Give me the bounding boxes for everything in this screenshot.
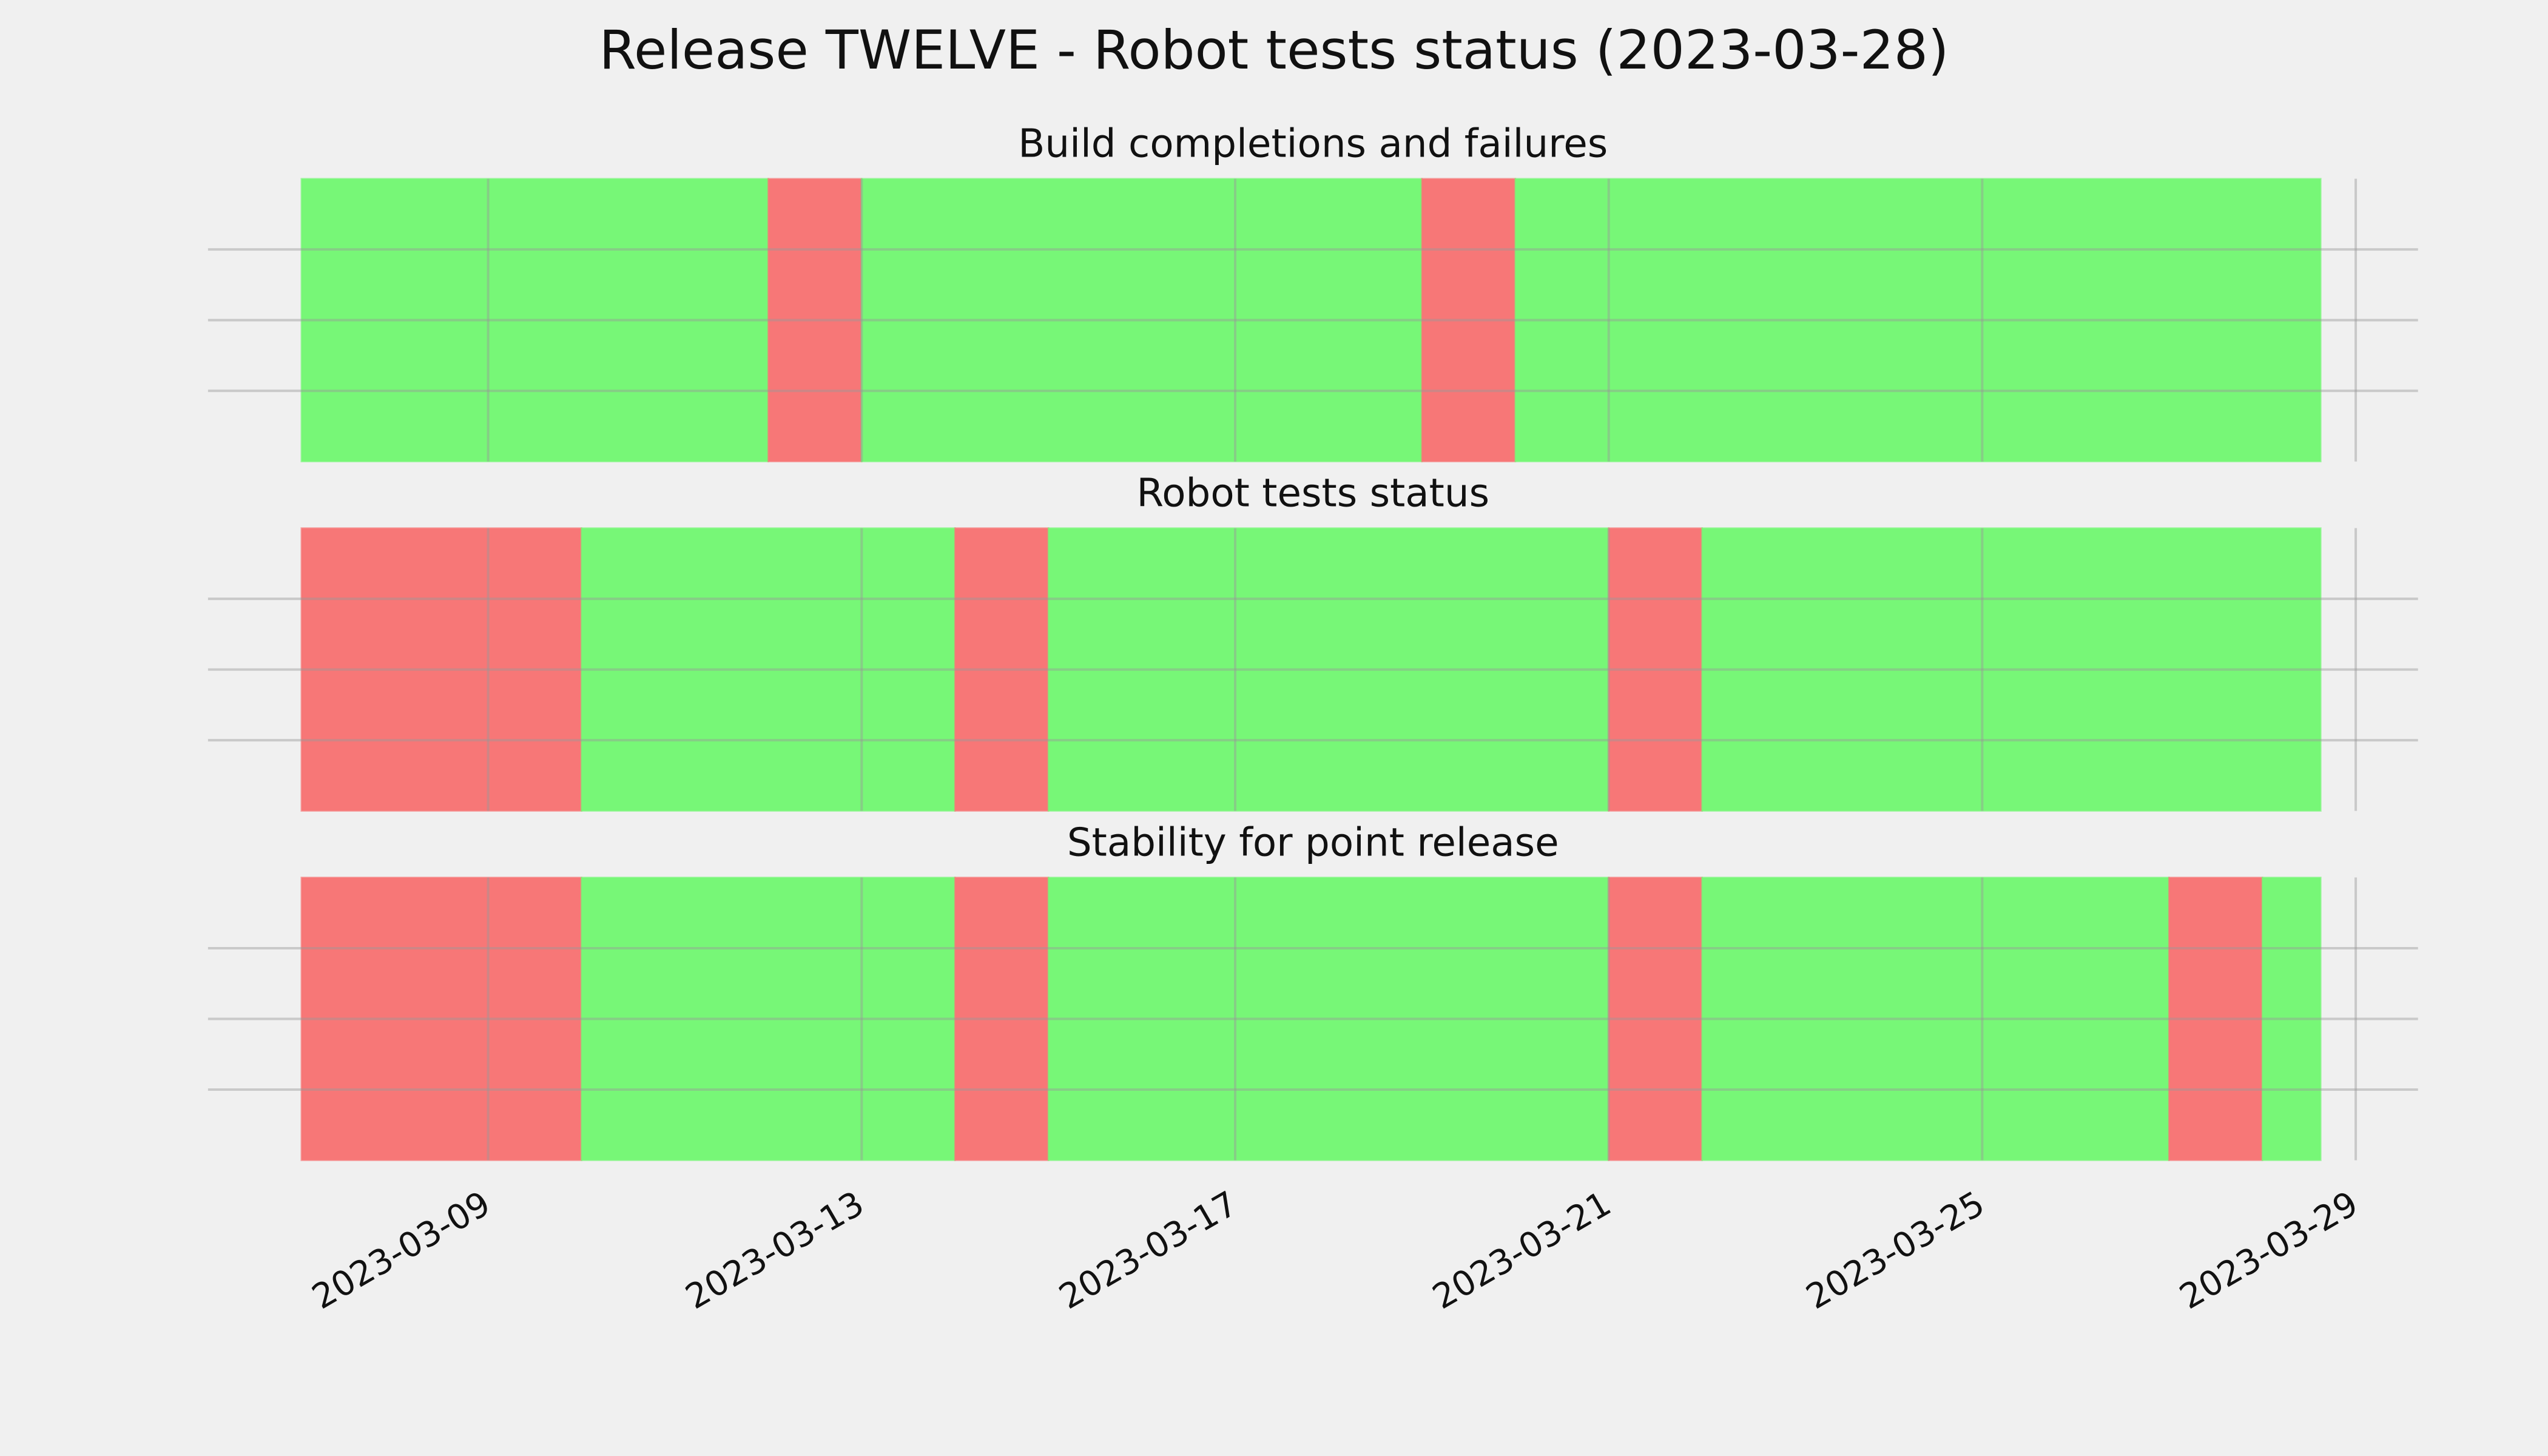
subplot-title: Stability for point release xyxy=(1067,820,1559,865)
status-span xyxy=(300,178,769,463)
status-span xyxy=(300,877,582,1161)
status-span xyxy=(1608,877,1703,1161)
status-span xyxy=(1047,877,1610,1161)
status-span xyxy=(581,877,956,1161)
status-span xyxy=(300,527,582,812)
status-span xyxy=(1701,877,2170,1161)
status-span xyxy=(1701,527,2322,812)
status-span xyxy=(954,527,1050,812)
status-span xyxy=(1047,527,1610,812)
status-span xyxy=(954,877,1050,1161)
status-span xyxy=(2261,877,2322,1161)
status-span xyxy=(860,178,1423,463)
chart-title: Release TWELVE - Robot tests status (202… xyxy=(599,19,1949,81)
status-span xyxy=(581,527,956,812)
status-span xyxy=(1608,527,1703,812)
status-span xyxy=(1514,178,2322,463)
status-span xyxy=(2168,877,2263,1161)
subplot-title: Build completions and failures xyxy=(1018,121,1608,167)
subplot-title: Robot tests status xyxy=(1136,471,1489,516)
status-span xyxy=(767,178,863,463)
status-span xyxy=(1421,178,1517,463)
